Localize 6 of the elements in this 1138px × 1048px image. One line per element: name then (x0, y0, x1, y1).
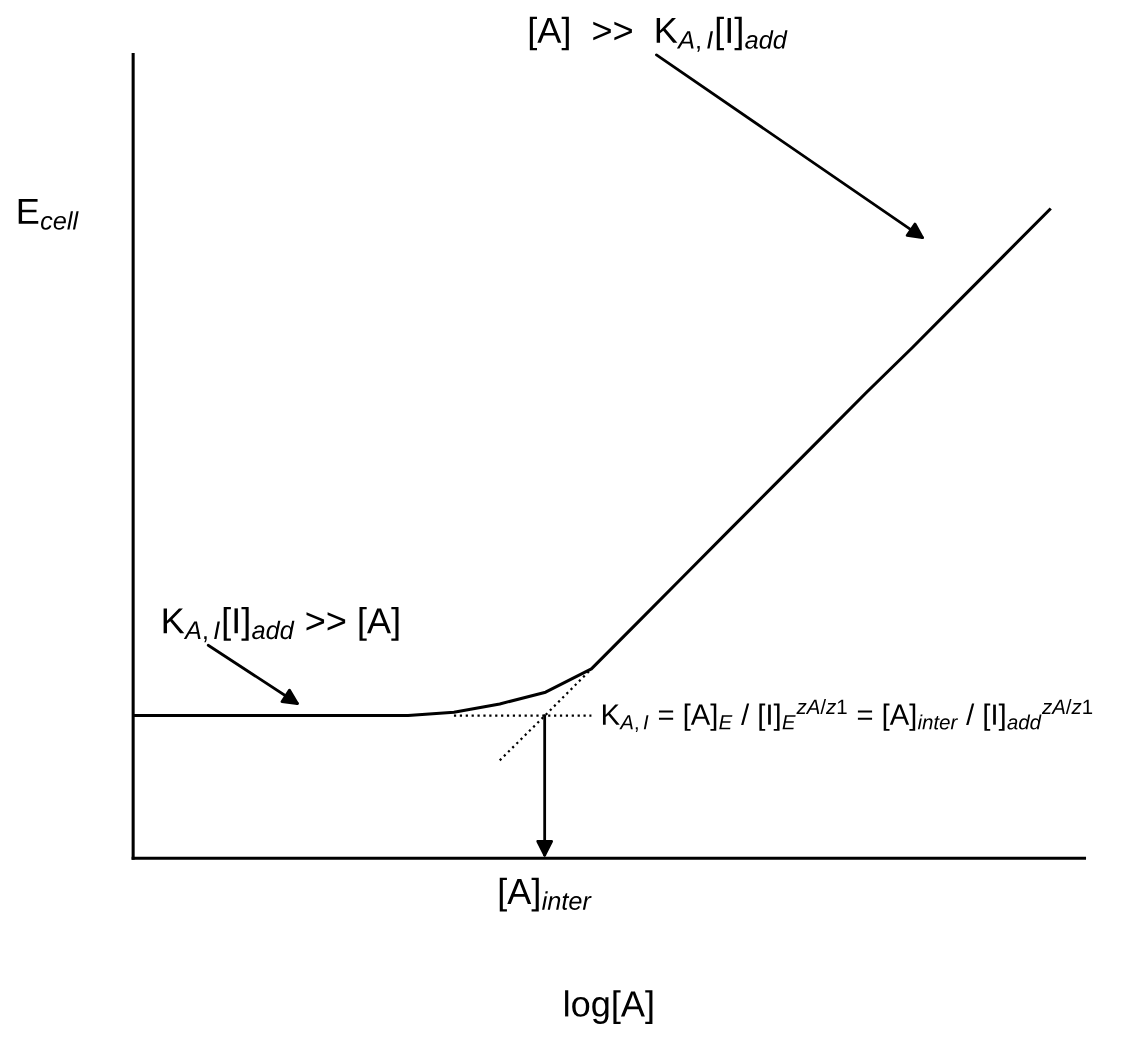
text: K$_{A,I}$ = [A]$_{E}$ / [I]$_{E}$$^{zA/z1}$ = [A]$_{inter}$ / [I]$_{add}$$^{zA/z1}$ (602, 699, 1093, 732)
annotation: K$_{A,I}$[I]$_{add}$ >> [A] (163, 607, 399, 643)
x-axis-title: log[A] (565, 990, 653, 1024)
text: [A] >> K$_{A,I}$[I]$_{add}$ (529, 16, 788, 52)
y-axis-title: E$_{cell}$ (18, 198, 79, 230)
text: [A]$_{inter}$ (499, 877, 592, 912)
